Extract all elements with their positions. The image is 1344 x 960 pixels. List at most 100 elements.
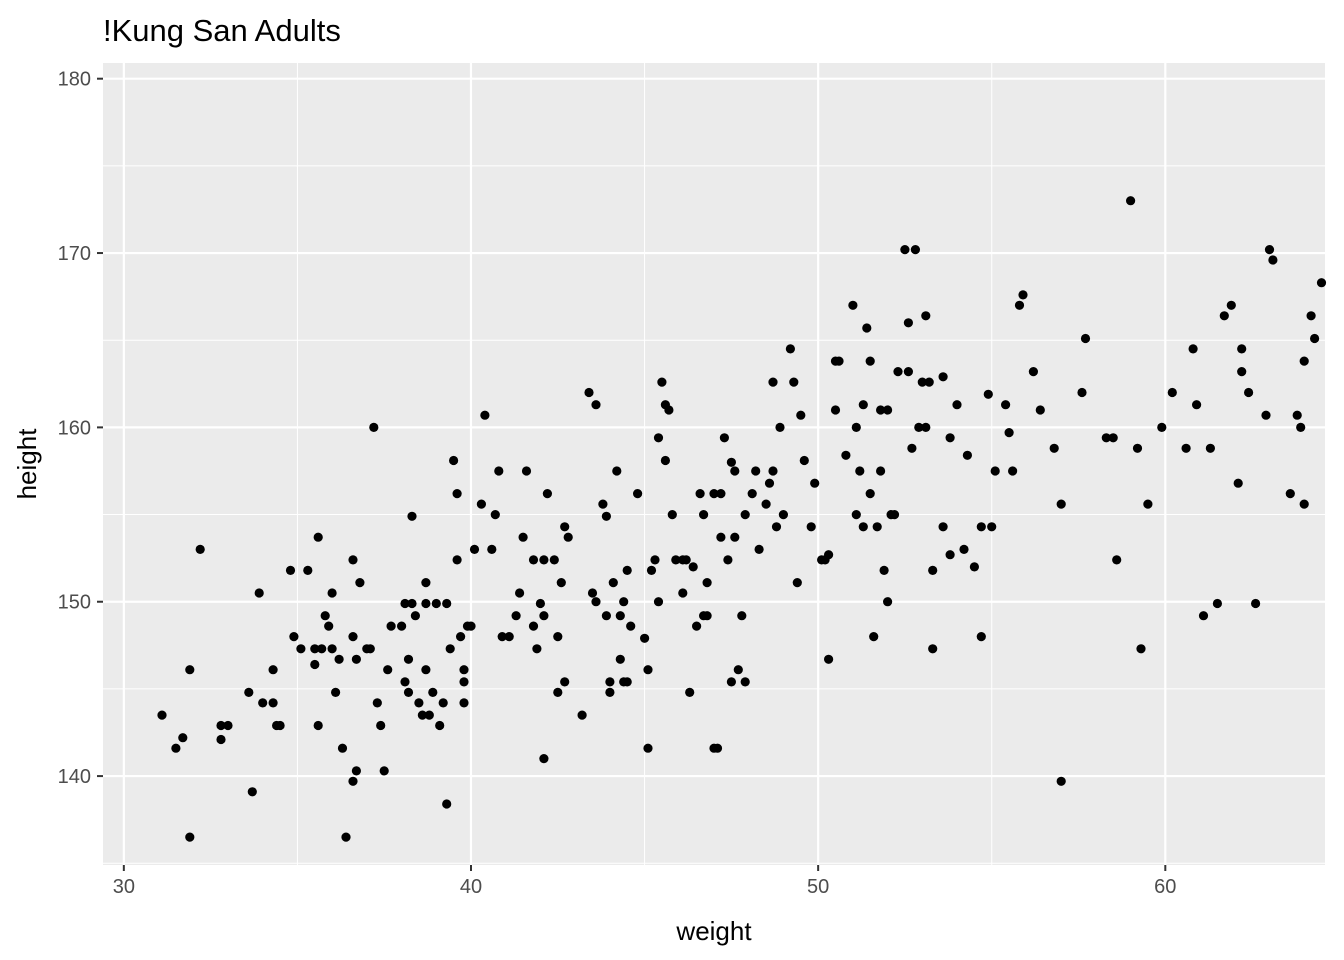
data-point (1035, 405, 1045, 415)
data-point (688, 562, 698, 572)
data-point (969, 562, 980, 572)
data-point (685, 687, 695, 698)
data-point (400, 598, 410, 609)
data-point (313, 532, 323, 542)
data-point (876, 405, 886, 415)
data-point (476, 499, 486, 509)
data-point (337, 743, 348, 753)
data-point (351, 766, 361, 776)
data-point (1136, 644, 1146, 654)
data-point (903, 367, 914, 377)
data-point (591, 597, 601, 607)
data-point (1198, 611, 1209, 621)
data-point (459, 665, 469, 675)
data-point (768, 377, 778, 387)
data-point (275, 720, 285, 731)
x-axis-ticks: 30 40 50 60 (113, 865, 1176, 898)
data-point (723, 555, 733, 565)
data-point (1126, 196, 1136, 206)
data-point (771, 522, 782, 532)
data-point (1112, 555, 1122, 565)
y-tick-label: 180 (58, 69, 91, 91)
data-point (466, 621, 476, 631)
data-point (310, 644, 320, 654)
data-point (553, 632, 563, 642)
data-point (754, 544, 764, 555)
data-point (699, 509, 709, 520)
data-point (553, 687, 563, 698)
data-point (778, 509, 789, 520)
data-point (619, 597, 629, 607)
data-point (709, 489, 719, 499)
data-point (824, 654, 834, 664)
data-point (442, 799, 452, 809)
data-point (605, 677, 615, 687)
data-point (1188, 344, 1198, 354)
data-point (195, 544, 205, 555)
data-point (830, 405, 841, 415)
data-point (317, 644, 327, 654)
data-point (556, 578, 566, 588)
data-point (646, 565, 657, 576)
data-point (622, 677, 632, 687)
data-point (938, 522, 948, 532)
y-tick-label: 160 (58, 417, 91, 439)
data-point (983, 389, 993, 399)
data-point (976, 522, 986, 532)
data-point (1056, 499, 1066, 509)
data-point (549, 555, 559, 565)
data-point (1299, 356, 1309, 366)
data-point (1233, 478, 1243, 488)
data-point (289, 632, 299, 642)
data-point (584, 387, 594, 398)
data-points (157, 196, 1327, 842)
data-point (924, 377, 934, 387)
data-point (438, 698, 448, 708)
data-point (1157, 422, 1167, 432)
data-point (945, 550, 955, 560)
data-point (424, 710, 434, 720)
data-point (671, 555, 681, 565)
data-point (702, 578, 712, 588)
data-point (459, 677, 469, 687)
data-point (695, 489, 705, 499)
x-tick-label: 60 (1154, 876, 1176, 898)
data-point (1237, 367, 1247, 377)
data-point (313, 720, 323, 731)
data-point (681, 555, 691, 565)
data-point (764, 478, 775, 488)
data-point (372, 698, 382, 708)
data-point (1056, 776, 1066, 786)
data-point (303, 565, 313, 576)
data-point (862, 323, 872, 333)
data-point (341, 832, 351, 842)
data-point (410, 611, 420, 621)
data-point (921, 311, 931, 321)
data-point (1001, 400, 1011, 410)
data-point (247, 787, 257, 797)
data-point (876, 466, 886, 476)
data-point (962, 450, 973, 460)
data-point (768, 466, 778, 476)
data-point (712, 743, 723, 753)
data-point (539, 754, 549, 764)
data-point (216, 720, 226, 731)
data-point (976, 632, 986, 642)
data-point (650, 555, 660, 565)
data-point (612, 466, 622, 476)
data-point (171, 743, 181, 753)
data-point (185, 832, 195, 842)
y-axis-title: height (12, 428, 42, 500)
data-point (622, 565, 632, 576)
data-point (660, 455, 671, 466)
data-point (1316, 278, 1327, 288)
data-point (883, 405, 893, 415)
data-point (407, 598, 417, 609)
data-point (810, 478, 820, 488)
x-tick-label: 30 (113, 876, 135, 898)
data-point (1108, 433, 1118, 443)
data-point (515, 588, 525, 598)
data-point (324, 621, 334, 631)
data-point (664, 405, 674, 415)
data-point (789, 377, 799, 387)
